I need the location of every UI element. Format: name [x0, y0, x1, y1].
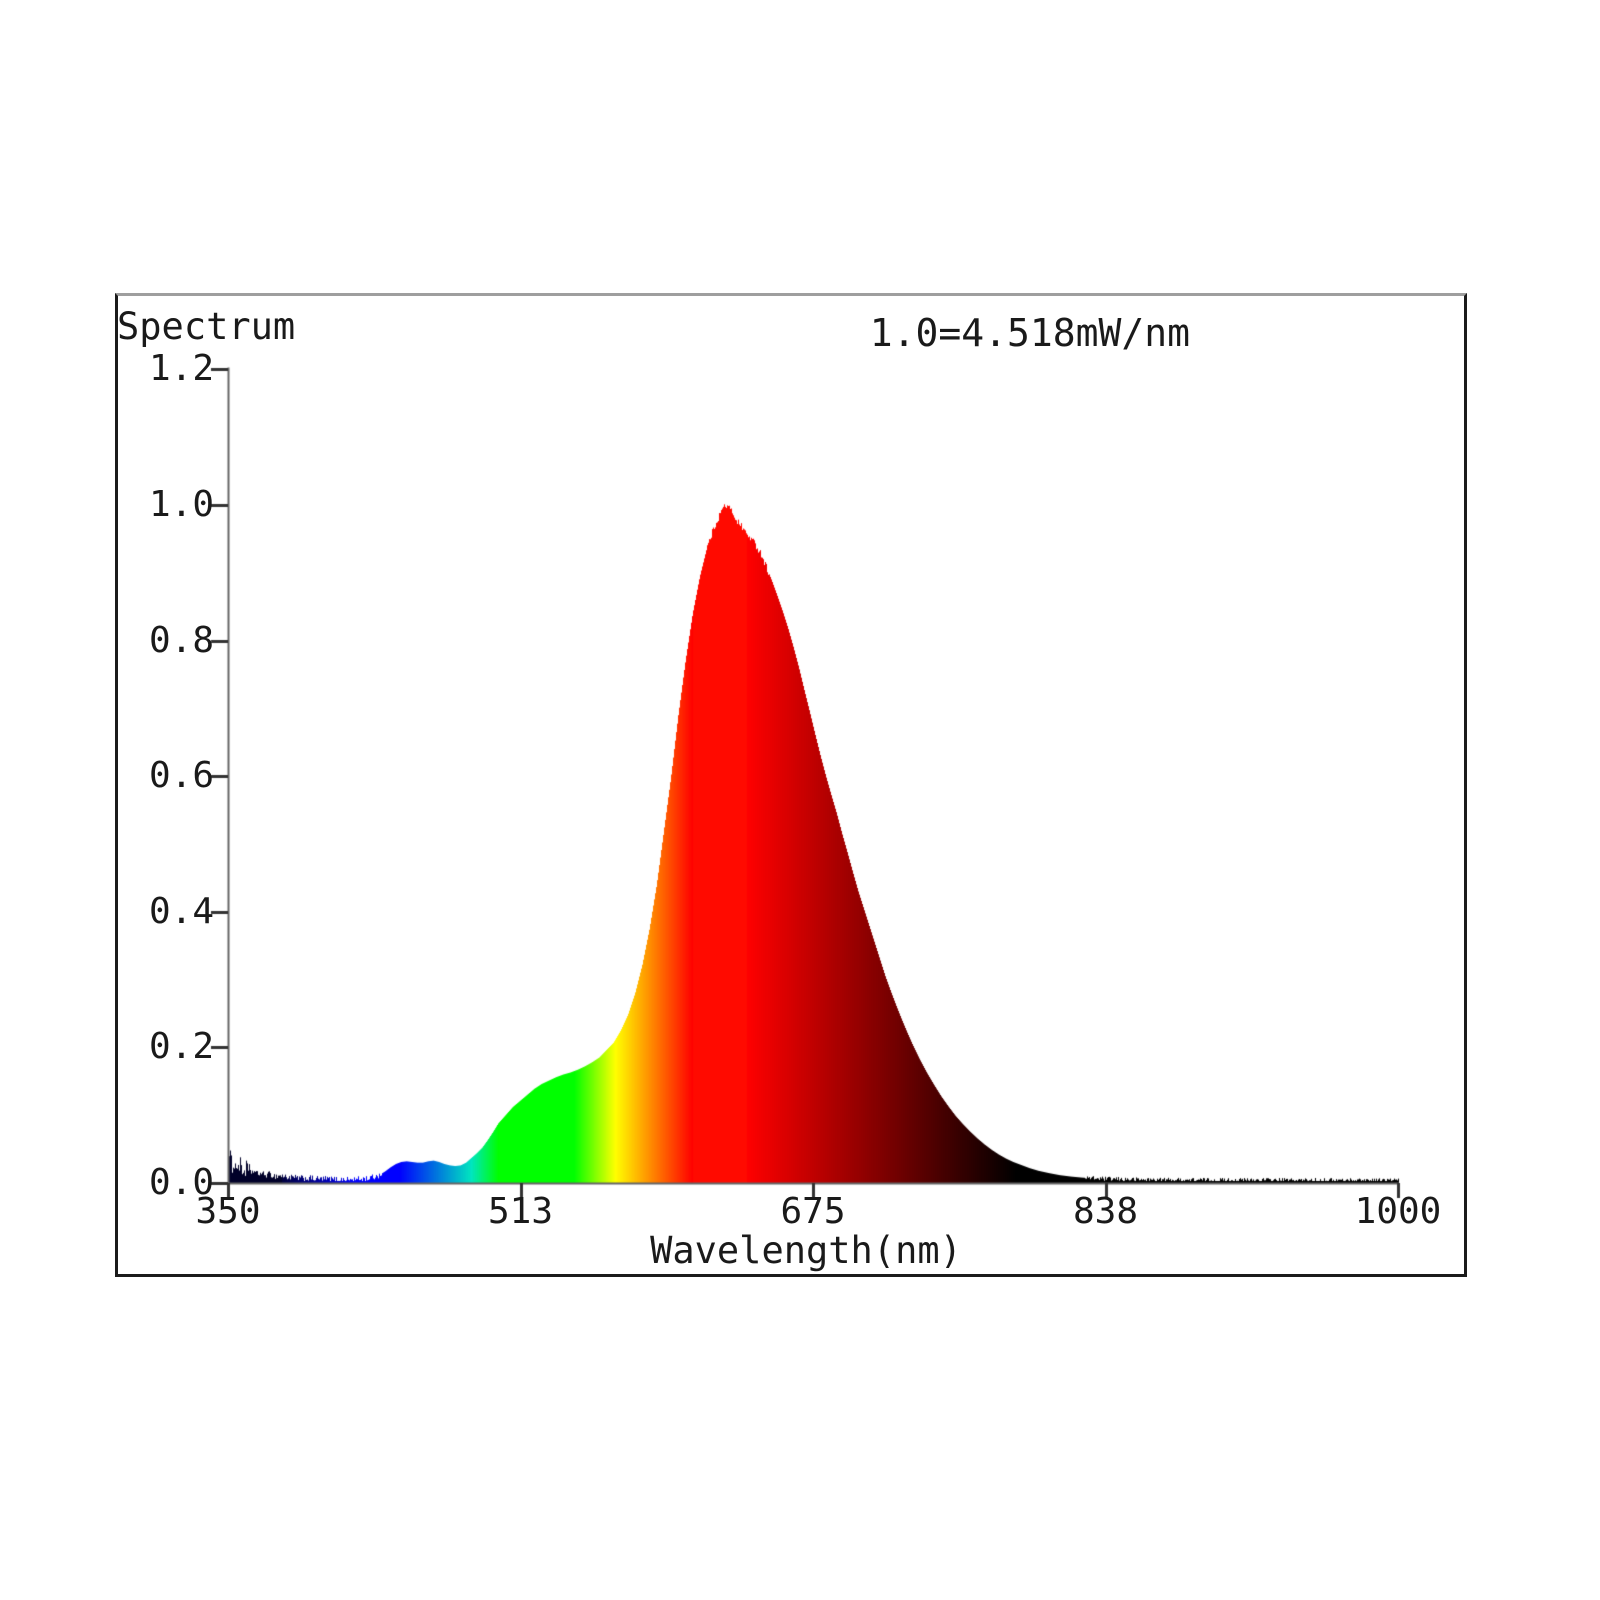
- y-tick-label: 0.8: [148, 619, 214, 661]
- x-tick-label: 513: [487, 1191, 554, 1232]
- x-tick-label: 838: [1072, 1191, 1139, 1232]
- y-tick-label: 0.4: [148, 890, 214, 932]
- y-tick-label: 1.0: [148, 484, 214, 525]
- x-tick-label: 675: [780, 1191, 846, 1232]
- y-tick-label: 1.2: [148, 348, 214, 390]
- y-tick-label: 0.2: [148, 1026, 214, 1068]
- y-tick-label: 0.6: [148, 755, 214, 797]
- x-tick-label: 1000: [1354, 1191, 1442, 1232]
- chart-title: Spectrum: [117, 305, 296, 348]
- y-tick-label: 0.0: [148, 1162, 214, 1203]
- x-tick-label: 350: [195, 1191, 261, 1232]
- x-axis-title: Wavelength(nm): [650, 1229, 962, 1272]
- scale-note: 1.0=4.518mW/nm: [869, 311, 1190, 355]
